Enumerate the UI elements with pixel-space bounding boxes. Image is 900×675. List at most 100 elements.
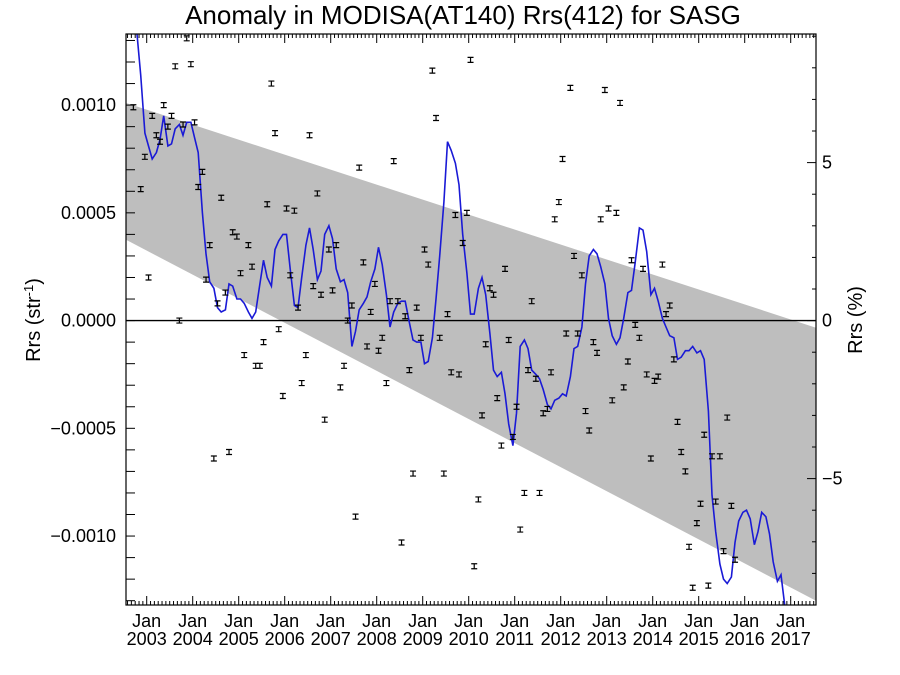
data-point (352, 513, 359, 520)
data-point (666, 302, 673, 309)
data-point (348, 302, 355, 309)
y2-tick-label: −5 (822, 469, 843, 489)
data-point (398, 539, 405, 546)
data-point (728, 502, 735, 509)
data-point (222, 289, 229, 296)
data-point (651, 377, 658, 385)
data-point (548, 369, 555, 376)
data-point (406, 367, 413, 374)
data-point (482, 341, 489, 348)
data-point (203, 276, 210, 283)
data-point (337, 384, 344, 391)
data-point (291, 207, 298, 214)
data-point (559, 155, 566, 163)
data-point (490, 291, 497, 298)
data-point (149, 112, 156, 119)
data-point (594, 349, 601, 356)
data-point (582, 407, 589, 415)
data-point (160, 102, 167, 109)
data-point (283, 205, 290, 212)
data-point (360, 259, 367, 266)
data-point (214, 300, 221, 307)
data-point (329, 287, 336, 294)
data-point (383, 379, 390, 387)
data-point (137, 186, 144, 193)
y2-tick-label: 0 (822, 311, 832, 331)
data-point (421, 246, 428, 253)
data-point (226, 448, 233, 456)
x-tick-label: 2011 (495, 629, 534, 649)
trend-band (126, 102, 816, 601)
data-point (590, 339, 597, 346)
data-point (364, 343, 371, 350)
x-tick-label: Jan (132, 611, 161, 631)
data-point (341, 362, 348, 369)
x-tick-label: Jan (362, 611, 391, 631)
data-point (379, 334, 386, 341)
x-tick-label: 2005 (219, 629, 259, 649)
data-point (268, 80, 275, 87)
data-point (574, 330, 581, 337)
data-point (540, 410, 547, 417)
x-tick-label: 2006 (265, 629, 305, 649)
data-point (640, 265, 647, 272)
data-point (509, 433, 516, 441)
data-point (157, 138, 164, 145)
data-point (191, 119, 198, 126)
data-point (344, 317, 351, 324)
data-point (716, 453, 723, 460)
data-point (390, 158, 397, 165)
plot-area: Jan2003Jan2004Jan2005Jan2006Jan2007Jan20… (50, 33, 843, 649)
data-point (655, 373, 662, 380)
data-point (536, 489, 543, 497)
data-point (325, 246, 332, 253)
data-point (333, 242, 340, 249)
data-point (475, 496, 482, 503)
data-point (617, 99, 624, 107)
data-point (505, 336, 512, 344)
data-point (210, 455, 217, 462)
data-point (663, 311, 670, 318)
data-point (532, 375, 539, 382)
y2-tick-label: 5 (822, 153, 832, 173)
data-point (218, 194, 225, 201)
data-point (659, 261, 666, 268)
data-point (314, 190, 321, 197)
plot-frame (125, 33, 817, 606)
data-point (601, 86, 608, 94)
data-point (613, 209, 620, 216)
data-point (670, 356, 677, 363)
data-point (287, 272, 294, 279)
data-point (636, 334, 643, 341)
x-tick-label: 2015 (679, 629, 719, 649)
data-point (321, 416, 328, 423)
y-axis-label-left: Rrs (str-1) (21, 278, 45, 362)
data-point (375, 347, 382, 354)
data-point (252, 362, 259, 369)
x-tick-label: Jan (316, 611, 345, 631)
data-point (609, 397, 616, 404)
smoothed-line (136, 34, 786, 605)
data-point (705, 582, 712, 589)
data-point (517, 526, 524, 533)
data-point (567, 84, 574, 91)
x-tick-label: Jan (638, 611, 667, 631)
data-point (176, 317, 183, 324)
data-point (486, 285, 493, 292)
data-point (187, 61, 194, 68)
data-point (260, 339, 267, 346)
data-point (153, 132, 160, 139)
data-point (425, 261, 432, 268)
x-tick-label: Jan (546, 611, 575, 631)
data-point (597, 216, 604, 223)
data-point (249, 263, 256, 270)
x-tick-label: Jan (500, 611, 529, 631)
data-point (697, 500, 704, 507)
x-tick-label: Jan (730, 611, 759, 631)
data-point (436, 334, 443, 341)
x-tick-label: 2004 (173, 629, 213, 649)
data-point (674, 418, 681, 425)
x-tick-label: Jan (270, 611, 299, 631)
data-point (394, 298, 401, 305)
